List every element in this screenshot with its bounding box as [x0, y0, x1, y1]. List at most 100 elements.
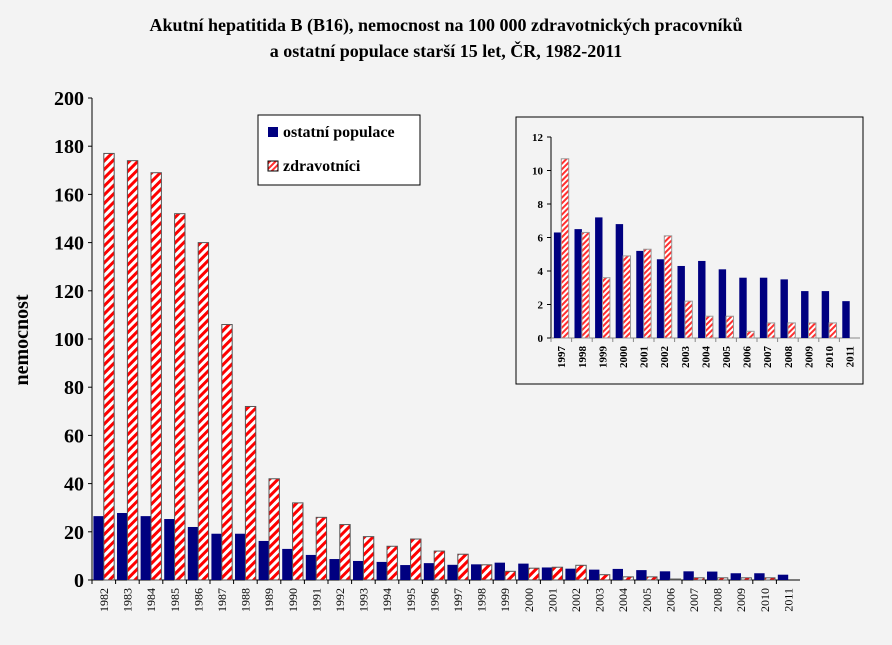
y-tick-label: 2	[538, 299, 544, 311]
bar-ostatni-populace	[471, 564, 482, 580]
bar-zdravotnici	[716, 577, 729, 581]
bar-zdravotnici	[362, 536, 375, 581]
bar-zdravotnici	[705, 315, 714, 339]
bar-zdravotnici	[315, 516, 328, 581]
y-axis-label: nemocnost	[11, 294, 33, 385]
y-tick-label: 180	[54, 136, 84, 158]
x-tick-label: 2000	[618, 346, 630, 369]
bar-zdravotnici	[551, 566, 564, 581]
bar-zdravotnici	[480, 564, 493, 581]
bar-zdravotnici	[457, 553, 469, 581]
x-tick-label: 1988	[239, 588, 253, 612]
bar-ostatni-populace	[447, 564, 458, 580]
bar-ostatni-populace	[842, 301, 850, 338]
bar-ostatni-populace	[595, 217, 603, 338]
bar-ostatni-populace	[677, 265, 685, 338]
x-tick-label: 1997	[556, 346, 568, 369]
bar-zdravotnici	[808, 322, 817, 339]
bar-ostatni-populace	[305, 554, 317, 580]
x-tick-label: 1982	[97, 588, 111, 612]
y-tick-label: 140	[54, 233, 84, 255]
y-tick-label: 20	[64, 522, 84, 544]
x-tick-label: 1996	[427, 588, 441, 612]
x-tick-label: 1997	[451, 588, 465, 612]
bar-zdravotnici	[787, 322, 796, 339]
bar-ostatni-populace	[423, 563, 435, 580]
y-tick-label: 200	[54, 88, 84, 110]
x-tick-label: 2008	[711, 588, 725, 612]
legend-swatch-ostatni	[268, 127, 278, 137]
bar-zdravotnici	[766, 322, 776, 339]
bar-ostatni-populace	[780, 279, 788, 338]
bar-zdravotnici	[581, 231, 590, 339]
x-tick-label: 2009	[734, 588, 748, 612]
chart-title: Akutní hepatitida B (B16), nemocnost na …	[149, 15, 742, 36]
x-tick-label: 1992	[333, 588, 347, 612]
x-tick-label: 2008	[783, 346, 795, 369]
x-tick-label: 1987	[215, 588, 229, 612]
x-tick-label: 2005	[721, 346, 733, 369]
bar-ostatni-populace	[698, 260, 706, 338]
bar-ostatni-populace	[801, 291, 809, 338]
x-tick-label: 1986	[191, 588, 205, 612]
bar-ostatni-populace	[329, 559, 340, 580]
bar-ostatni-populace	[739, 277, 747, 338]
bar-ostatni-populace	[565, 568, 576, 580]
bar-ostatni-populace	[636, 570, 647, 580]
bar-ostatni-populace	[282, 548, 293, 580]
x-tick-label: 2006	[742, 346, 754, 369]
bar-ostatni-populace	[612, 568, 623, 580]
chart-subtitle: a ostatní populace starší 15 let, ČR, 19…	[270, 40, 623, 61]
bar-ostatni-populace	[353, 560, 364, 580]
bar-ostatni-populace	[574, 229, 582, 338]
bar-zdravotnici	[740, 577, 752, 581]
bar-ostatni-populace	[211, 533, 222, 580]
y-tick-label: 0	[538, 333, 544, 345]
y-tick-label: 6	[538, 232, 544, 244]
y-tick-label: 60	[64, 425, 84, 447]
bar-zdravotnici	[433, 550, 446, 581]
bar-zdravotnici	[126, 160, 139, 581]
x-tick-label: 2011	[845, 346, 857, 367]
x-tick-label: 1998	[475, 588, 489, 612]
bar-ostatni-populace	[376, 561, 387, 580]
bar-ostatni-populace	[541, 567, 553, 580]
bar-ostatni-populace	[636, 250, 644, 338]
x-tick-label: 1998	[577, 346, 589, 369]
bar-ostatni-populace	[553, 232, 562, 338]
x-tick-label: 1999	[597, 346, 609, 369]
x-tick-label: 2002	[569, 588, 583, 612]
bar-ostatni-populace	[659, 571, 671, 580]
bar-zdravotnici	[339, 524, 351, 581]
y-tick-label: 40	[64, 474, 84, 496]
x-tick-label: 1991	[309, 588, 323, 612]
x-tick-label: 2001	[545, 588, 559, 612]
bar-ostatni-populace	[615, 224, 624, 338]
y-tick-label: 4	[538, 266, 544, 278]
x-tick-label: 2005	[640, 588, 654, 612]
x-tick-label: 2006	[663, 588, 677, 612]
bar-zdravotnici	[197, 242, 210, 581]
x-tick-label: 2002	[659, 346, 671, 369]
x-tick-label: 1993	[357, 588, 371, 612]
bar-zdravotnici	[602, 277, 611, 339]
bar-zdravotnici	[693, 577, 705, 581]
bar-ostatni-populace	[164, 519, 175, 580]
y-tick-label: 0	[74, 570, 84, 592]
y-tick-label: 10	[532, 165, 544, 177]
bar-ostatni-populace	[754, 573, 765, 580]
bar-ostatni-populace	[400, 565, 411, 580]
y-tick-label: 160	[54, 184, 84, 206]
bar-ostatni-populace	[187, 526, 199, 580]
bar-zdravotnici	[643, 248, 652, 339]
bar-zdravotnici	[386, 545, 398, 581]
x-tick-label: 1994	[380, 588, 394, 612]
x-tick-label: 1985	[168, 588, 182, 612]
bar-zdravotnici	[528, 567, 540, 581]
bar-ostatni-populace	[235, 533, 246, 580]
x-tick-label: 2007	[762, 346, 774, 369]
x-tick-label: 2009	[803, 346, 815, 369]
x-tick-label: 2010	[824, 346, 836, 369]
bar-zdravotnici	[828, 322, 838, 339]
